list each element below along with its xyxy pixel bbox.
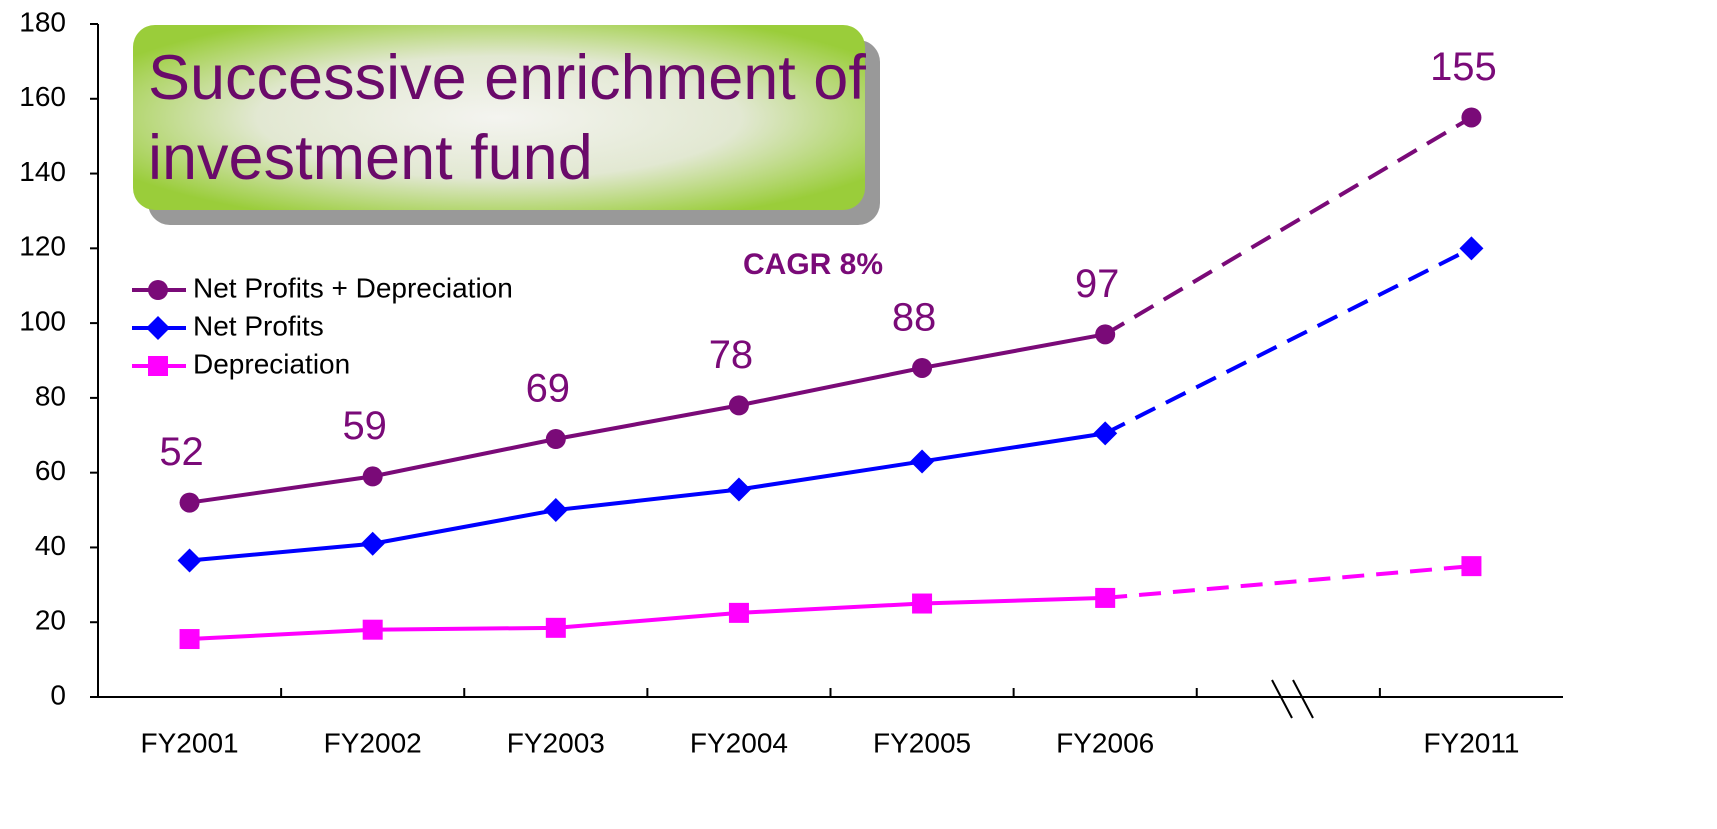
data-label: 97 (1075, 262, 1120, 306)
marker (1459, 236, 1484, 261)
marker (1095, 324, 1116, 345)
annotation: CAGR 8% (743, 248, 883, 281)
marker (177, 548, 202, 573)
marker (360, 531, 385, 556)
y-tick-label: 120 (19, 231, 66, 262)
marker (912, 593, 933, 614)
series-line (189, 332, 1106, 505)
marker (910, 449, 935, 474)
y-tick-label: 180 (19, 6, 66, 37)
x-tick-label: FY2011 (1423, 727, 1519, 758)
title-box (133, 25, 865, 210)
marker (362, 466, 383, 487)
marker (545, 617, 566, 638)
marker (728, 602, 749, 623)
y-tick-label: 160 (19, 81, 66, 112)
series-projection (1105, 564, 1472, 600)
marker (1461, 107, 1482, 128)
x-tick-label: FY2005 (873, 727, 971, 758)
x-tick-label: FY2006 (1056, 727, 1154, 758)
y-tick-label: 80 (35, 380, 66, 411)
y-tick-label: 140 (19, 156, 66, 187)
legend-marker (148, 356, 168, 376)
chart-title: Successive enrichment of investment fund (148, 43, 866, 193)
x-tick-label: FY2001 (141, 727, 239, 758)
marker (179, 492, 200, 513)
marker (728, 395, 749, 416)
series-projection (1104, 246, 1473, 436)
marker (179, 629, 200, 650)
y-tick-label: 40 (35, 530, 66, 561)
x-tick-label: FY2002 (324, 727, 422, 758)
series-line (189, 431, 1106, 563)
marker (545, 429, 566, 450)
data-label: 88 (892, 296, 937, 340)
legend-label: Depreciation (193, 348, 350, 379)
marker (362, 619, 383, 640)
marker (912, 357, 933, 378)
marker (1095, 587, 1116, 608)
legend-label: Net Profits (193, 310, 324, 341)
legend-marker (146, 316, 170, 340)
marker (1093, 421, 1118, 446)
marker (726, 477, 751, 502)
data-label: 155 (1430, 45, 1497, 89)
data-label: 69 (526, 367, 571, 411)
legend-label: Net Profits + Depreciation (193, 272, 513, 303)
marker (1461, 556, 1482, 577)
y-tick-label: 0 (50, 679, 66, 710)
series-projection (1104, 115, 1473, 337)
data-label: 59 (342, 404, 387, 448)
x-tick-label: FY2003 (507, 727, 605, 758)
axis-break (1271, 679, 1314, 719)
series-line (189, 595, 1106, 642)
legend-marker (148, 280, 168, 300)
y-tick-label: 60 (35, 455, 66, 486)
y-tick-label: 100 (19, 306, 66, 337)
marker (543, 498, 568, 523)
data-label: 52 (159, 430, 204, 474)
data-label: 78 (709, 333, 754, 377)
y-tick-label: 20 (35, 605, 66, 636)
x-tick-label: FY2004 (690, 727, 788, 758)
